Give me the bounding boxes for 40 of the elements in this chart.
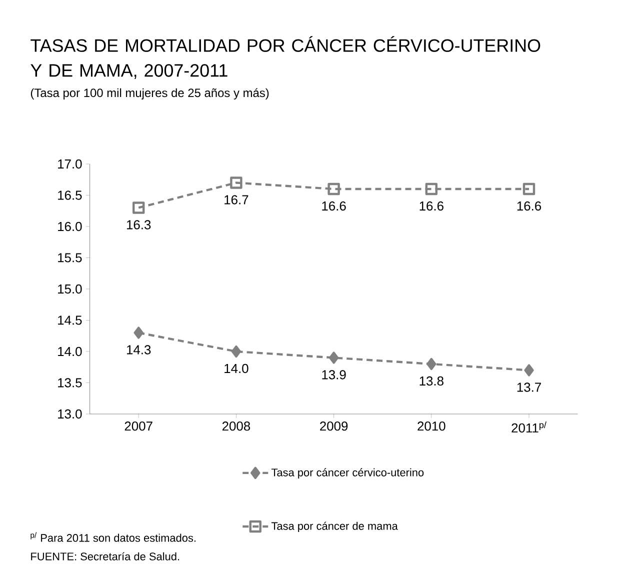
x-tick-label: 2007	[124, 422, 152, 431]
data-label: 14.3	[126, 345, 151, 354]
y-tick-label: 15.5	[58, 253, 82, 262]
legend-label: Tasa por cáncer de mama	[271, 522, 398, 532]
point	[134, 326, 144, 339]
data-label: 16.6	[420, 201, 444, 211]
source-note: FUENTE: Secretaría de Salud.	[31, 552, 180, 560]
data-label: 13.9	[322, 370, 346, 380]
data-label: 16.3	[126, 220, 151, 230]
point	[231, 345, 242, 358]
point	[425, 182, 438, 196]
data-label: 13.8	[420, 376, 444, 386]
y-tick-label: 17.0	[58, 159, 82, 169]
x-tick-label: 2009	[320, 422, 348, 431]
data-label: 16.7	[224, 195, 248, 204]
chart-subtitle: (Tasa por 100 mil mujeres de 25 años y más)	[30, 88, 269, 100]
point	[328, 182, 340, 196]
point	[426, 358, 436, 370]
point	[524, 364, 534, 376]
y-tick-label: 16.0	[58, 222, 82, 232]
data-label: 14.0	[224, 364, 248, 374]
y-tick-label: 13.5	[58, 378, 82, 388]
y-tick-label: 14.0	[58, 346, 82, 356]
y-tick-label: 13.0	[58, 409, 82, 419]
point	[328, 352, 339, 364]
x-tick-label: 2008	[222, 422, 250, 431]
point	[132, 202, 145, 214]
point	[522, 182, 536, 196]
x-tick-label: 2010	[418, 422, 446, 431]
data-label: 13.7	[517, 382, 541, 392]
data-label: 16.6	[322, 201, 346, 211]
point	[230, 176, 242, 189]
y-tick-label: 15.0	[58, 284, 82, 294]
text: $^{p/}$ Para 2011 son datos estimados.	[30, 532, 196, 542]
y-tick-label: 16.5	[58, 190, 82, 200]
legend-label: Tasa por cáncer cérvico-uterino	[271, 468, 424, 479]
x-tick-label: 2011$^{p/}$	[512, 422, 546, 433]
y-tick-label: 14.5	[58, 316, 82, 325]
data-label: 16.6	[517, 201, 542, 211]
chart-title: TASAS DE MORTALIDAD POR CÁNCER CÉRVICO-UTERINO Y DE MAMA, 2007-2011	[30, 36, 540, 79]
